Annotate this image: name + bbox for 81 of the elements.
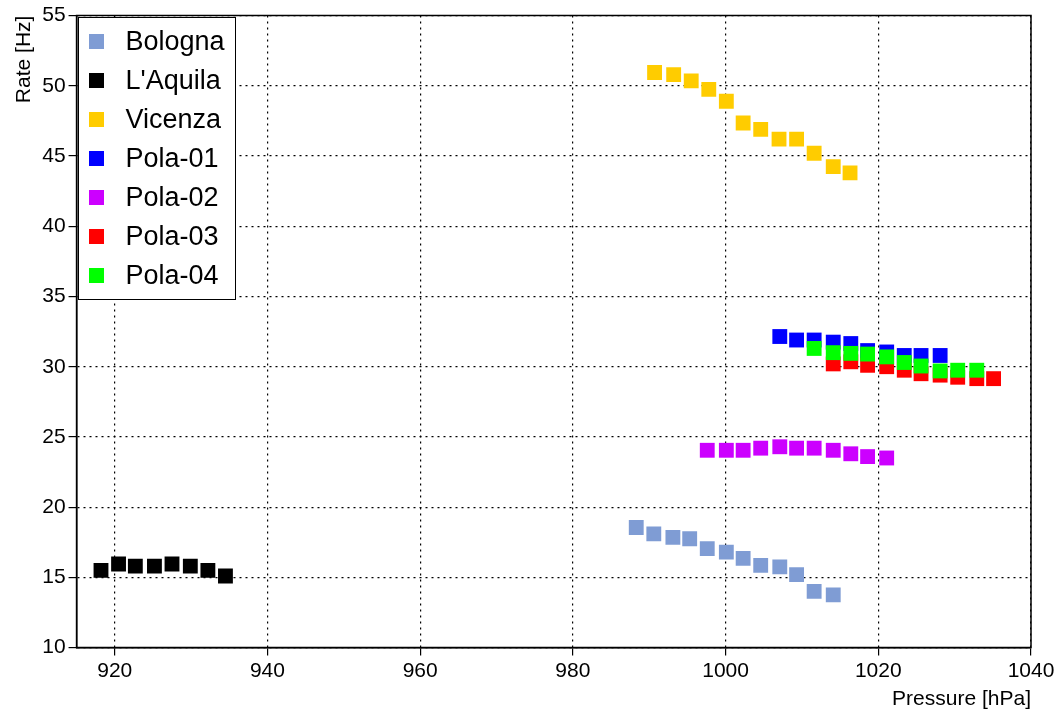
point	[701, 81, 717, 97]
point	[647, 65, 662, 80]
point	[127, 558, 143, 574]
point	[789, 440, 805, 456]
point	[986, 371, 1002, 387]
point	[806, 341, 822, 356]
point	[735, 115, 751, 131]
point	[969, 362, 985, 378]
point	[806, 145, 822, 161]
legend-label: Pola-02	[125, 181, 219, 213]
point	[646, 526, 662, 542]
y-tick-label: 25	[42, 423, 66, 447]
legend-label: Pola-01	[125, 142, 219, 174]
x-tick-label: 920	[97, 658, 133, 681]
point	[843, 446, 859, 462]
y-tick-label: 15	[42, 564, 66, 588]
point	[772, 559, 788, 575]
point	[843, 345, 859, 361]
point	[879, 349, 895, 365]
point	[628, 520, 644, 535]
point	[683, 73, 699, 89]
y-tick-label: 20	[42, 493, 66, 517]
y-tick-label: 35	[42, 283, 66, 307]
point	[932, 363, 948, 379]
point	[218, 568, 233, 584]
point	[735, 550, 751, 566]
point	[147, 558, 162, 574]
point	[932, 348, 948, 363]
point	[718, 544, 734, 560]
point	[699, 541, 715, 557]
y-tick-label: 10	[42, 634, 66, 658]
point	[806, 584, 822, 599]
point	[182, 558, 198, 574]
point	[111, 556, 126, 572]
point	[718, 442, 734, 458]
y-tick-label: 40	[42, 213, 66, 237]
point	[789, 332, 805, 348]
point	[753, 440, 769, 456]
point	[879, 450, 895, 466]
x-tick-label: 980	[555, 658, 591, 681]
legend-label: Bologna	[125, 25, 225, 57]
point	[789, 131, 805, 147]
point	[771, 131, 787, 147]
point	[753, 558, 769, 573]
x-tick-label: 940	[249, 658, 285, 681]
legend-label: Vicenza	[125, 103, 222, 135]
x-tick-label: 1020	[854, 658, 902, 681]
point	[200, 562, 216, 578]
point	[825, 442, 841, 458]
point	[950, 362, 966, 378]
point	[806, 440, 822, 456]
y-axis-title: Rate [Hz]	[11, 15, 35, 104]
y-tick-label: 30	[42, 353, 66, 377]
x-tick-label: 1040	[1007, 658, 1055, 681]
x-tick-label: 960	[402, 658, 438, 681]
point	[718, 93, 734, 109]
point	[825, 587, 841, 603]
y-tick-label: 55	[42, 2, 66, 26]
point	[842, 165, 858, 181]
point	[666, 67, 682, 83]
y-tick-label: 45	[42, 142, 66, 166]
point	[665, 529, 681, 545]
point	[753, 121, 769, 137]
x-axis-title: Pressure [hPa]	[892, 686, 1031, 710]
point	[789, 567, 805, 582]
point	[93, 562, 109, 578]
point	[699, 442, 715, 458]
point	[772, 329, 788, 344]
legend-label: Pola-04	[125, 259, 219, 291]
point	[860, 449, 876, 465]
x-tick-label: 1000	[702, 658, 749, 681]
point	[682, 531, 698, 547]
point	[735, 442, 751, 458]
y-tick-label: 50	[42, 72, 66, 96]
legend-label: Pola-03	[125, 220, 219, 252]
legend-label: L'Aquila	[125, 64, 221, 96]
point	[896, 355, 912, 370]
point	[772, 439, 788, 455]
point	[825, 159, 841, 174]
point	[860, 346, 876, 362]
point	[825, 345, 841, 361]
